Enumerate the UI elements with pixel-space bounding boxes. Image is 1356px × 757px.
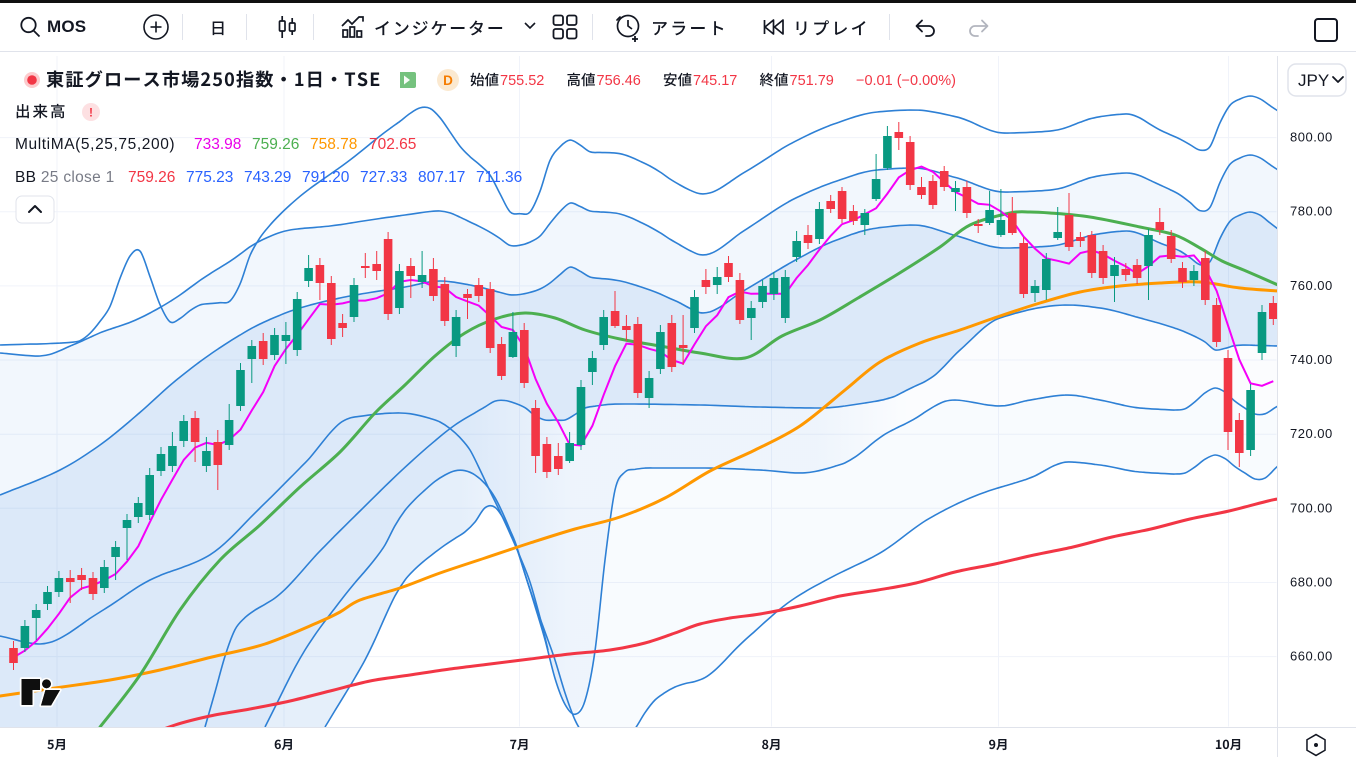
svg-text:756.46: 756.46 xyxy=(597,73,641,89)
svg-text:760.00: 760.00 xyxy=(1290,278,1333,293)
svg-text:D: D xyxy=(443,73,453,88)
svg-text:743.29: 743.29 xyxy=(244,169,291,186)
svg-text:780.00: 780.00 xyxy=(1290,204,1333,219)
svg-text:−0.01 (−0.00%): −0.01 (−0.00%) xyxy=(856,73,956,89)
svg-text:775.23: 775.23 xyxy=(186,169,233,186)
svg-text:745.17: 745.17 xyxy=(693,73,737,89)
svg-text:702.65: 702.65 xyxy=(369,136,416,153)
svg-text:727.33: 727.33 xyxy=(360,169,407,186)
svg-text:807.17: 807.17 xyxy=(418,169,465,186)
svg-text:800.00: 800.00 xyxy=(1290,130,1333,145)
svg-text:700.00: 700.00 xyxy=(1290,500,1333,515)
svg-text:JPY: JPY xyxy=(1298,71,1329,90)
svg-text:720.00: 720.00 xyxy=(1290,426,1333,441)
svg-text:751.79: 751.79 xyxy=(790,73,834,89)
svg-text:740.00: 740.00 xyxy=(1290,352,1333,367)
svg-text:733.98: 733.98 xyxy=(194,136,241,153)
svg-text:MultiMA(5,25,75,200): MultiMA(5,25,75,200) xyxy=(15,136,175,153)
svg-text:759.26: 759.26 xyxy=(128,169,175,186)
svg-text:791.20: 791.20 xyxy=(302,169,350,186)
svg-text:755.52: 755.52 xyxy=(500,73,544,89)
svg-text:680.00: 680.00 xyxy=(1290,575,1333,590)
svg-text:711.36: 711.36 xyxy=(476,169,522,186)
svg-text:BB 25 close 1: BB 25 close 1 xyxy=(15,169,115,186)
svg-text:660.00: 660.00 xyxy=(1290,649,1333,664)
svg-text:758.78: 758.78 xyxy=(310,136,357,153)
svg-text:759.26: 759.26 xyxy=(252,136,299,153)
svg-text:!: ! xyxy=(89,106,93,120)
